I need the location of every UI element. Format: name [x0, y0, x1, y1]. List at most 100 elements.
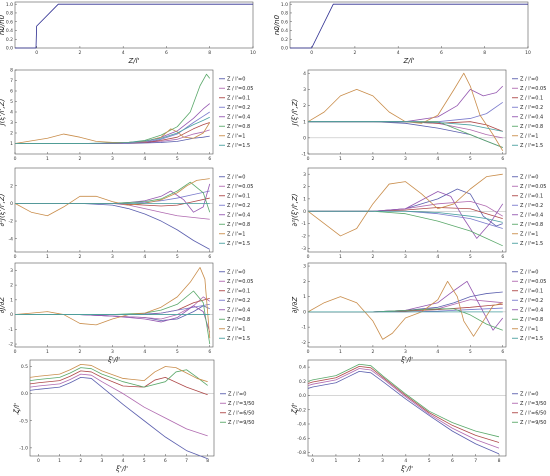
legend-entry: Z / l'=6/50 [228, 410, 254, 416]
x-tick-label: 6 [501, 254, 504, 260]
chart-L3: 0 1 2 3 4 5 6 -4 -2 0 2 ∂²J(ξ'/l',Z) Z / l'=0 Z / l'=… [0, 167, 253, 260]
y-tick-label: 0.2 [299, 379, 306, 385]
y-tick-label: -0.6 [297, 436, 306, 442]
x-tick-label: 8 [483, 50, 486, 56]
x-tick-label: 7 [474, 458, 477, 464]
series-line-R2-7 [308, 121, 503, 132]
x-tick-label: 2 [78, 254, 81, 260]
x-tick-label: 3 [404, 254, 407, 260]
legend-entry: Z / l'=0.4 [520, 114, 543, 120]
series-line-L4-6 [14, 267, 211, 339]
x-tick-label: 0 [14, 349, 17, 355]
y-tick-label: 3 [10, 268, 13, 274]
x-tick-label: 2 [358, 458, 361, 464]
x-tick-label: 0 [311, 458, 314, 464]
x-tick-label: 6 [501, 349, 504, 355]
legend-entry: Z / l'=0.05 [227, 86, 253, 92]
x-tick-label: 4 [143, 156, 146, 162]
y-tick-label: 8 [10, 68, 13, 74]
legend-entry: Z / l'=0.8 [227, 124, 250, 130]
y-tick-label: 0.8 [6, 11, 13, 17]
legend-entry: Z / l'=1 [227, 133, 245, 139]
y-tick-label: 1 [303, 119, 306, 125]
y-tick-label: -1 [302, 221, 307, 227]
y-tick-label: 0.2 [6, 37, 13, 43]
plot-frame [14, 167, 214, 253]
plot-frame [307, 167, 507, 253]
chart-R5: 0 1 2 3 4 5 6 7 8 -0.8 -0.6 -0.4 -0.2 0.0 0.2 0.4 ξ'/l' ζ… [291, 359, 546, 473]
legend-entry: Z / l'=3/50 [228, 401, 254, 407]
x-tick-label: 4 [143, 254, 146, 260]
legend-entry: Z / l'=0 [520, 76, 538, 82]
x-tick-label: 2 [371, 156, 374, 162]
x-tick-label: 0 [307, 156, 310, 162]
legend-entry: Z / l'=0.4 [520, 212, 543, 218]
series-line-L3-1 [15, 202, 210, 220]
series-line-R2-1 [308, 121, 503, 139]
series-line-L5-1 [29, 373, 208, 437]
series-line-L3-4 [15, 183, 211, 213]
x-tick-label: 6 [208, 349, 211, 355]
y-tick-label: -0.2 [297, 407, 306, 413]
plot-frame [307, 69, 507, 155]
legend-entry: Z / l'=0.2 [520, 203, 543, 209]
y-tick-label: 1.0 [6, 2, 13, 8]
y-axis-tilde: ~ [293, 409, 301, 415]
x-tick-label: 8 [208, 50, 211, 56]
x-tick-label: 2 [353, 50, 356, 56]
plot-frame [14, 1, 254, 49]
legend-entry: Z / l'=1 [520, 133, 538, 139]
y-axis-label: ζ/l' [13, 403, 21, 414]
x-tick-label: 6 [501, 156, 504, 162]
y-tick-label: 0 [10, 312, 13, 318]
x-tick-label: 0 [37, 458, 40, 464]
x-tick-label: 10 [250, 50, 256, 56]
y-tick-label: 0 [10, 201, 13, 207]
legend-entry: Z / l'=0.8 [227, 317, 250, 323]
chart-L5: 0 1 2 3 4 5 6 7 8 -1.0 -0.5 0.0 0.5 ξ'/l' ζ/l'~ Z / l'=… [13, 359, 254, 473]
legend-entry: Z / l'=0.05 [520, 86, 546, 92]
x-tick-label: 0 [35, 50, 38, 56]
x-tick-label: 1 [339, 254, 342, 260]
legend-entry: Z / l'=0.1 [227, 193, 250, 199]
x-tick-label: 2 [371, 254, 374, 260]
x-tick-label: 0 [307, 349, 310, 355]
legend-entry: Z / l'=0.2 [520, 105, 543, 111]
x-tick-label: 6 [440, 50, 443, 56]
y-tick-label: -2 [302, 234, 307, 240]
x-tick-label: 4 [404, 458, 407, 464]
y-axis-label: J(ξ'/l',Z) [291, 98, 299, 127]
y-axis-tilde: ~ [15, 409, 23, 415]
x-tick-label: 6 [208, 254, 211, 260]
x-tick-label: 6 [451, 458, 454, 464]
legend-entry: Z / l'=1.5 [227, 241, 250, 247]
x-tick-label: 4 [122, 458, 125, 464]
y-tick-label: 2 [10, 131, 13, 137]
series-line-L2-2 [15, 122, 210, 144]
y-tick-label: -1 [302, 152, 307, 158]
legend-entry: Z / l'=0.05 [227, 279, 253, 285]
x-tick-label: 5 [176, 156, 179, 162]
series-line-R1-0 [290, 3, 528, 49]
x-tick-label: 1 [46, 349, 49, 355]
legend-entry: Z / l'=0.1 [520, 193, 543, 199]
y-tick-label: 3 [10, 120, 13, 126]
legend-entry: Z / l'=0.8 [227, 222, 250, 228]
plot-frame [14, 69, 214, 155]
x-axis-label: ξ'/l' [400, 465, 413, 473]
y-tick-label: 3 [303, 172, 306, 178]
x-axis-label: Z/l' [402, 57, 414, 65]
series-line-R4-4 [308, 280, 504, 331]
y-tick-label: -3 [302, 246, 307, 252]
y-axis-tilde: ~ [275, 26, 283, 32]
x-tick-label: 5 [428, 458, 431, 464]
plot-frame [29, 359, 215, 457]
y-tick-label: 0.5 [21, 364, 28, 370]
y-tick-label: 0.0 [21, 391, 28, 397]
legend-entry: Z / l'=0 [227, 76, 245, 82]
legend-entry: Z / l'=0 [520, 269, 538, 275]
legend-entry: Z / l'=1.5 [520, 241, 543, 247]
y-tick-label: 0 [303, 209, 306, 215]
x-tick-label: 7 [185, 458, 188, 464]
